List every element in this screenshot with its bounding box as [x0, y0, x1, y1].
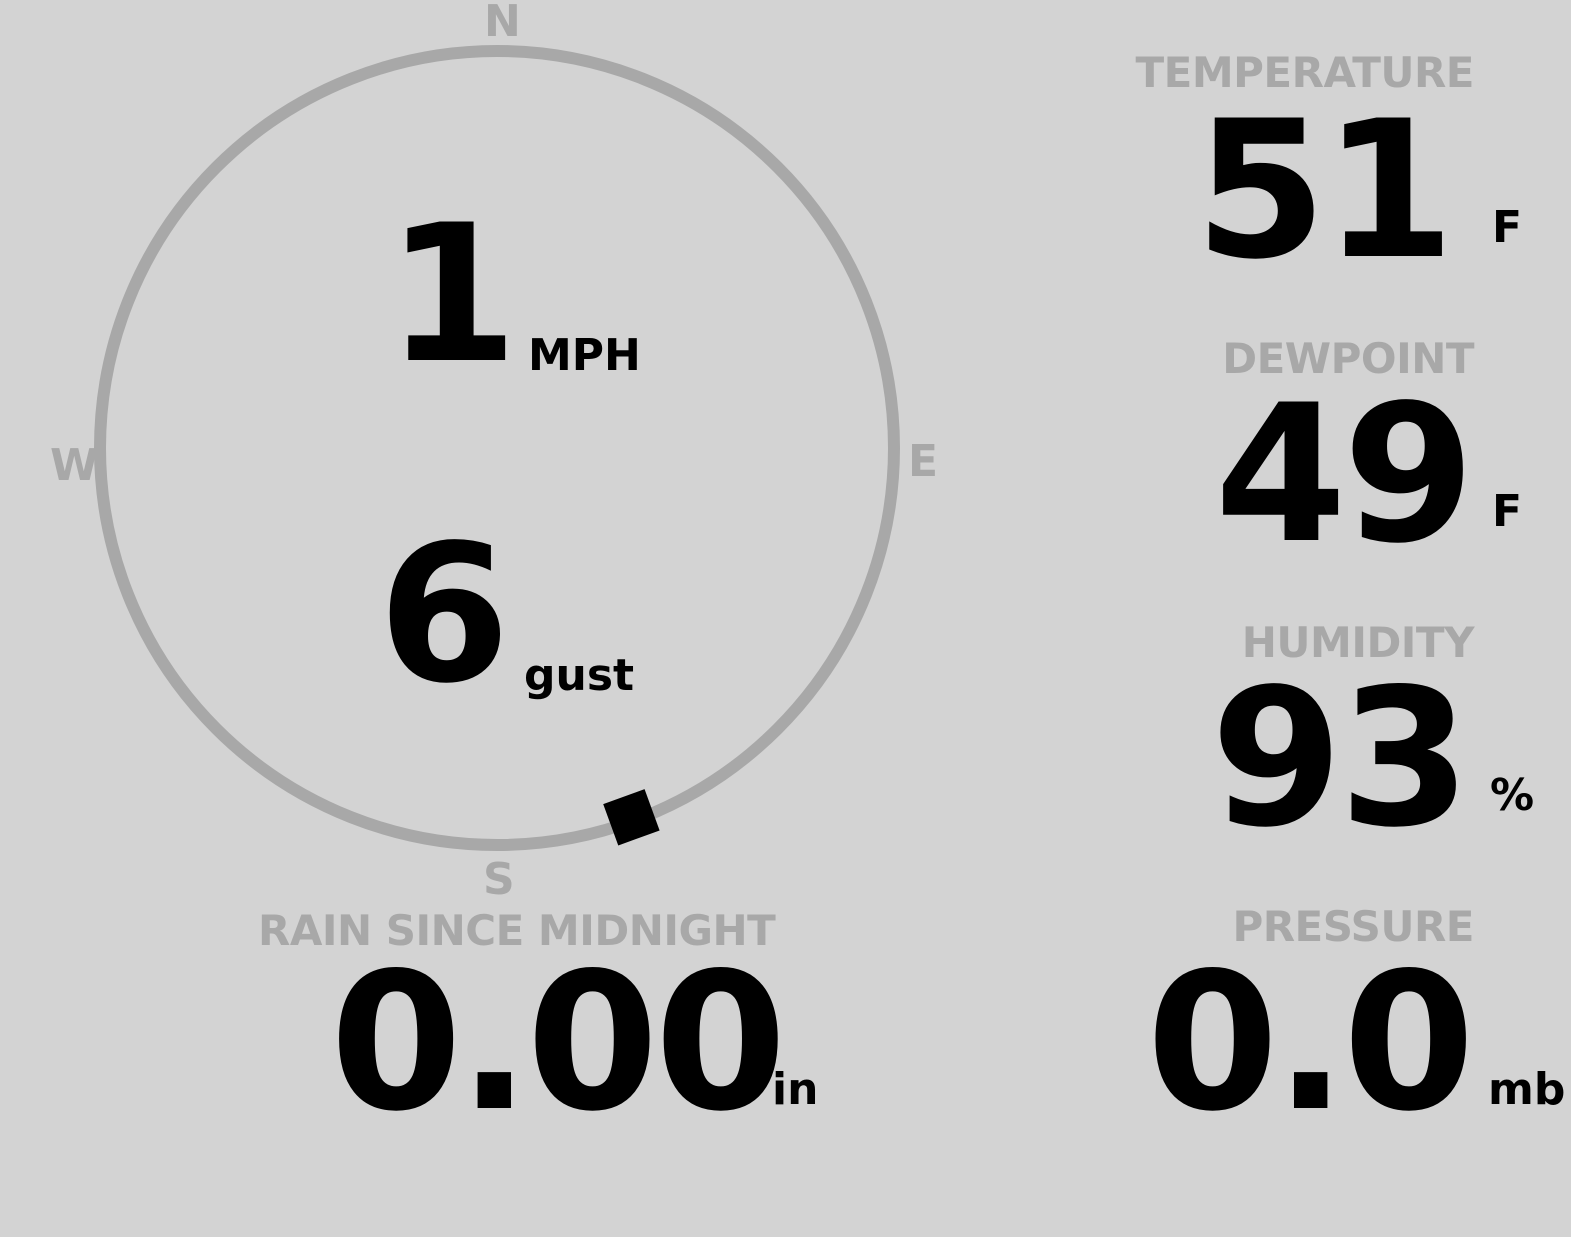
humidity-value: 93	[1210, 648, 1471, 869]
dewpoint-label: DEWPOINT	[1222, 334, 1474, 383]
temperature-value: 51	[1194, 80, 1455, 301]
humidity-label: HUMIDITY	[1241, 618, 1475, 667]
dewpoint-value: 49	[1214, 364, 1475, 585]
compass-west: W	[50, 440, 99, 491]
compass-east: E	[908, 436, 939, 487]
pressure-value: 0.0	[1146, 932, 1475, 1153]
temperature-label: TEMPERATURE	[1135, 48, 1475, 97]
compass-ring	[94, 45, 900, 851]
pressure-label: PRESSURE	[1232, 902, 1474, 951]
wind-speed-value: 1	[386, 184, 518, 405]
pressure-unit: mb	[1488, 1064, 1566, 1115]
dewpoint-unit: F	[1492, 486, 1523, 537]
humidity-unit: %	[1490, 770, 1535, 821]
compass-north: N	[484, 0, 521, 47]
rain-value: 0.00	[330, 932, 787, 1153]
wind-gust-unit: gust	[524, 650, 635, 701]
rain-unit: in	[772, 1064, 819, 1115]
wind-direction-marker	[603, 789, 660, 846]
temperature-unit: F	[1492, 202, 1523, 253]
compass-south: S	[483, 854, 515, 905]
wind-gust-value: 6	[378, 504, 510, 725]
rain-label: RAIN SINCE MIDNIGHT	[258, 906, 776, 955]
wind-speed-unit: MPH	[528, 330, 641, 381]
